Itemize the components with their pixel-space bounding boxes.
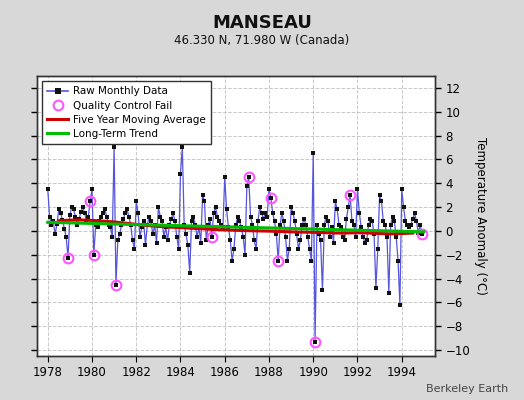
Text: Berkeley Earth: Berkeley Earth xyxy=(426,384,508,394)
Text: MANSEAU: MANSEAU xyxy=(212,14,312,32)
Y-axis label: Temperature Anomaly (°C): Temperature Anomaly (°C) xyxy=(474,137,487,295)
Legend: Raw Monthly Data, Quality Control Fail, Five Year Moving Average, Long-Term Tren: Raw Monthly Data, Quality Control Fail, … xyxy=(42,81,211,144)
Text: 46.330 N, 71.980 W (Canada): 46.330 N, 71.980 W (Canada) xyxy=(174,34,350,47)
